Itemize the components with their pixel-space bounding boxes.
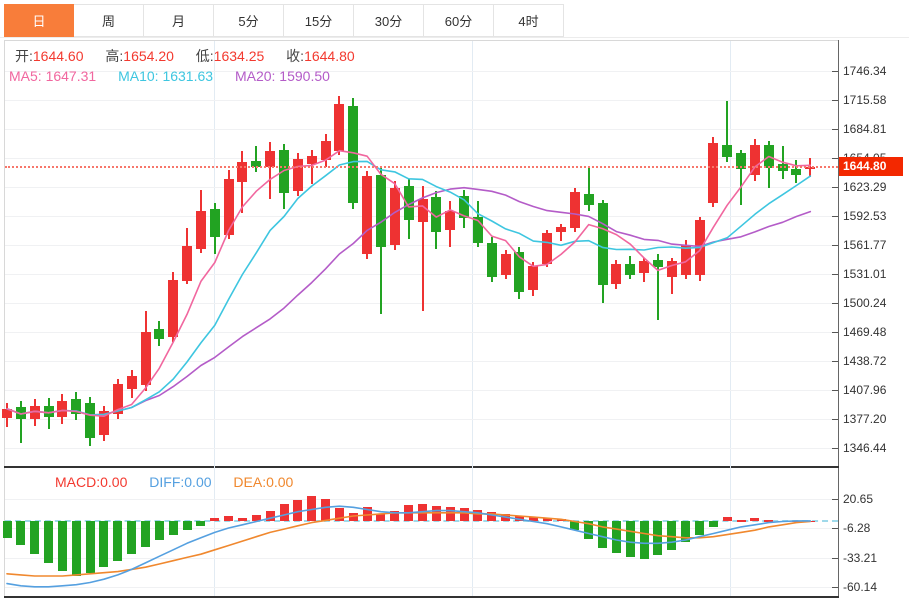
close-value: 1644.80 — [304, 48, 355, 64]
y-axis-label: 1377.20 — [843, 412, 887, 426]
chart-frame-bottom — [4, 596, 839, 598]
y-axis-tick — [832, 216, 838, 217]
horizontal-gridline — [5, 419, 838, 420]
low-value: 1634.25 — [213, 48, 265, 64]
ma5-label: MA5: — [9, 68, 42, 84]
y-axis-tick — [832, 187, 838, 188]
y-axis-tick — [832, 448, 838, 449]
y-axis-tick — [832, 100, 838, 101]
y-axis-tick — [832, 332, 838, 333]
y-axis-tick — [832, 361, 838, 362]
horizontal-gridline — [5, 448, 838, 449]
y-axis-label: 1407.96 — [843, 383, 887, 397]
y-axis-label: 1746.34 — [843, 64, 887, 78]
ma10-label: MA10: — [118, 68, 159, 84]
macd-value: 0.00 — [100, 474, 128, 490]
y-axis-label: 1592.53 — [843, 209, 887, 223]
y-axis-tick — [832, 158, 838, 159]
y-axis-tick — [832, 71, 838, 72]
y-axis-label: 1500.24 — [843, 296, 887, 310]
high-value: 1654.20 — [123, 48, 174, 64]
candle-wick — [19, 401, 22, 443]
open-label: 开: — [15, 48, 33, 64]
dea-value: 0.00 — [266, 474, 294, 490]
candle-body — [334, 104, 345, 151]
tabbar-underline — [0, 37, 909, 38]
chart-frame-top — [4, 40, 839, 41]
close-label: 收: — [286, 48, 305, 64]
macd-readout: MACD:0.00 DIFF:0.00 DEA:0.00 — [55, 474, 311, 490]
open-value: 1644.60 — [32, 48, 84, 64]
ohlc-readout: 开:1644.60 高:1654.20 低:1634.25 收:1644.80 — [15, 46, 373, 66]
y-axis-tick — [832, 274, 838, 275]
interval-tabbar: 日 周 月 5分 15分 30分 60分 4时 — [4, 4, 564, 37]
horizontal-gridline — [5, 129, 838, 130]
y-axis-tick — [832, 419, 838, 420]
y-axis-label: 1346.44 — [843, 441, 887, 455]
horizontal-gridline — [5, 499, 838, 500]
macd-axis-label: -60.14 — [843, 580, 878, 594]
tab-monthly[interactable]: 月 — [144, 4, 214, 37]
y-axis-label: 1623.29 — [843, 180, 887, 194]
macd-axis-label: -6.28 — [843, 521, 871, 535]
tab-4hour[interactable]: 4时 — [494, 4, 564, 37]
y-axis-tick — [832, 528, 838, 529]
y-axis-line — [838, 40, 839, 598]
horizontal-gridline — [5, 71, 838, 72]
ma20-value: 1590.50 — [279, 68, 330, 84]
ma10-value: 1631.63 — [162, 68, 214, 84]
candle-wick — [726, 101, 729, 162]
y-axis-tick — [832, 129, 838, 130]
y-axis-label: 1561.77 — [843, 238, 887, 252]
macd-axis-label: 20.65 — [843, 492, 874, 506]
y-axis-tick — [832, 558, 838, 559]
y-axis-tick — [832, 245, 838, 246]
candle-body — [85, 403, 96, 439]
low-label: 低: — [195, 48, 214, 64]
y-axis-label: 1684.81 — [843, 122, 887, 136]
macd-axis-label: -33.21 — [843, 551, 878, 565]
tab-30min[interactable]: 30分 — [354, 4, 424, 37]
high-label: 高: — [105, 48, 124, 64]
ma-readout: MA5: 1647.31 MA10: 1631.63 MA20: 1590.50 — [9, 68, 348, 84]
diff-value: 0.00 — [184, 474, 212, 490]
y-axis-tick — [832, 390, 838, 391]
y-axis-tick — [832, 499, 838, 500]
dea-label: DEA: — [233, 474, 267, 490]
tab-60min[interactable]: 60分 — [424, 4, 494, 37]
y-axis-label: 1438.72 — [843, 354, 887, 368]
tab-daily[interactable]: 日 — [4, 4, 74, 37]
chart-frame-left — [4, 40, 5, 597]
y-axis-label: 1715.58 — [843, 93, 887, 107]
y-axis-label: 1531.01 — [843, 267, 887, 281]
horizontal-gridline — [5, 100, 838, 101]
y-axis-tick — [832, 587, 838, 588]
tab-weekly[interactable]: 周 — [74, 4, 144, 37]
current-price-badge: 1644.80 — [839, 156, 903, 176]
tab-15min[interactable]: 15分 — [284, 4, 354, 37]
y-axis-label: 1469.48 — [843, 325, 887, 339]
candle-body — [98, 410, 109, 436]
panel-separator — [4, 466, 839, 468]
y-axis-tick — [832, 303, 838, 304]
tab-5min[interactable]: 5分 — [214, 4, 284, 37]
macd-label: MACD: — [55, 474, 101, 490]
diff-label: DIFF: — [149, 474, 185, 490]
ma20-label: MA20: — [234, 68, 276, 84]
ma5-value: 1647.31 — [45, 68, 97, 84]
